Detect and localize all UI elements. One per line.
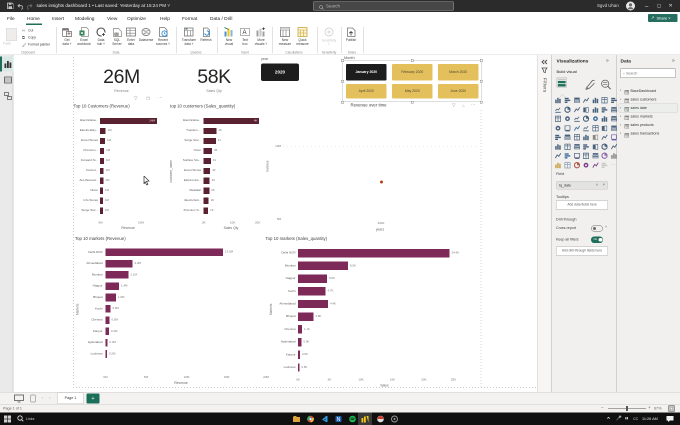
svg-text:A: A xyxy=(243,30,247,36)
svg-text:N: N xyxy=(337,417,341,423)
